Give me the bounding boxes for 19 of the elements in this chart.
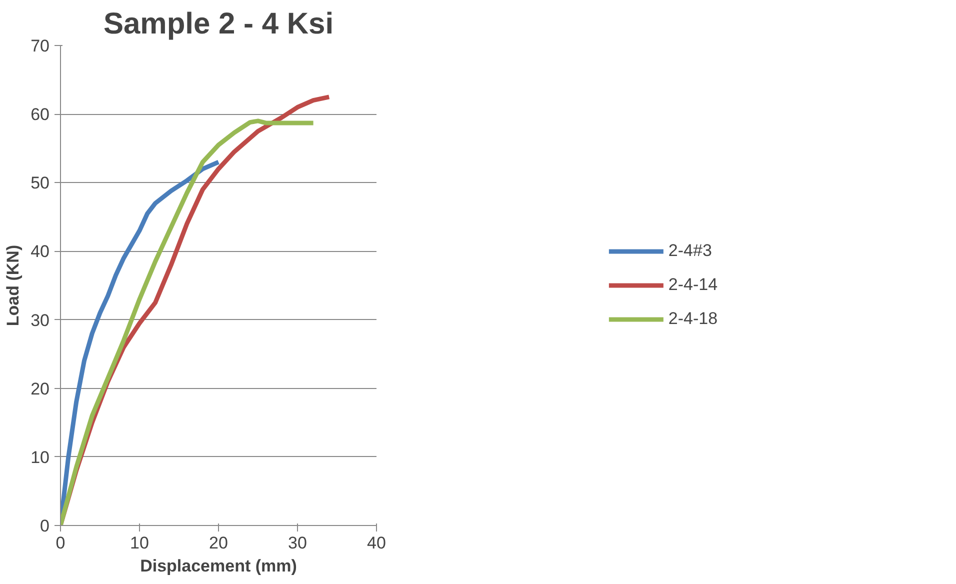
x-tick-label: 40 — [367, 534, 386, 552]
x-tick-label: 20 — [209, 534, 228, 552]
y-tick-label: 0 — [40, 516, 50, 536]
y-tick-label: 60 — [30, 105, 50, 124]
y-axis-title: Load (KN) — [4, 244, 23, 326]
legend-label: 2-4-18 — [668, 309, 718, 329]
y-tick-label: 70 — [30, 36, 50, 56]
y-tick-label: 30 — [30, 310, 50, 330]
x-tick-label: 0 — [56, 534, 66, 552]
y-tick-label: 10 — [30, 448, 50, 467]
y-tick-label: 40 — [30, 242, 50, 262]
x-tick-label: 30 — [288, 534, 307, 552]
x-tick-label: 10 — [130, 534, 149, 552]
x-axis-title: Displacement (mm) — [140, 556, 297, 576]
y-tick-label: 20 — [30, 379, 50, 398]
legend-label: 2-4-14 — [668, 275, 718, 295]
legend-label: 2-4#3 — [668, 241, 712, 261]
y-tick-label: 50 — [30, 174, 50, 193]
chart-title: Sample 2 - 4 Ksi — [103, 8, 334, 40]
